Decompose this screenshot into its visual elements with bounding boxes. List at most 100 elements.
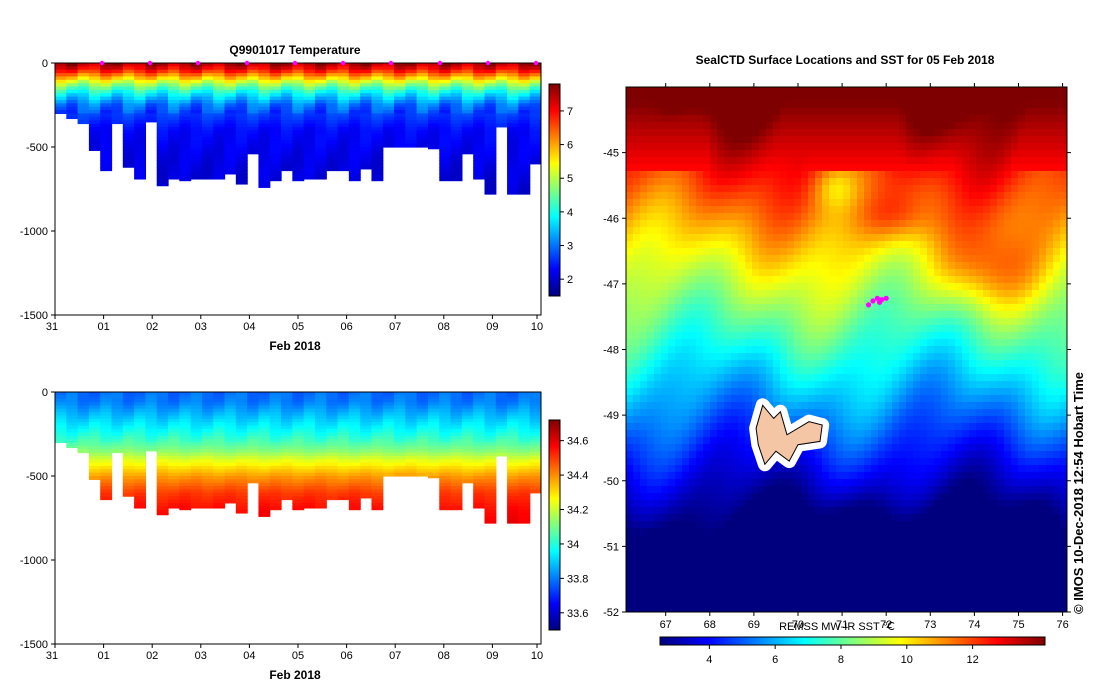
sst-cell	[962, 199, 970, 207]
section-cell	[235, 147, 248, 151]
section-cell	[156, 435, 169, 440]
sst-cell	[703, 332, 711, 340]
section-cell	[292, 133, 305, 138]
section-cell	[371, 136, 384, 141]
section-cell	[77, 418, 90, 423]
sst-cell	[647, 192, 655, 200]
sst-cell	[647, 108, 655, 116]
sst-cell	[1025, 213, 1033, 221]
section-cell	[382, 63, 395, 67]
sst-cell	[829, 101, 837, 109]
section-cell	[281, 157, 293, 162]
section-cell	[314, 499, 327, 504]
section-cell	[156, 150, 169, 155]
section-cell	[518, 136, 531, 141]
section-cell	[168, 167, 180, 172]
sst-cell	[773, 94, 781, 102]
sst-cell	[927, 332, 935, 340]
section-cell	[405, 432, 418, 437]
section-cell	[371, 123, 384, 128]
section-cell	[303, 439, 316, 443]
sst-cell	[794, 297, 802, 305]
sst-cell	[773, 122, 781, 130]
section-cell	[427, 83, 440, 88]
sst-cell	[787, 297, 795, 305]
sst-cell	[1004, 157, 1012, 165]
section-cell	[507, 425, 519, 430]
sst-cell	[885, 283, 893, 291]
section-cell	[179, 157, 192, 162]
sst-cell	[1004, 269, 1012, 277]
sst-cell	[941, 101, 949, 109]
section-cell	[371, 412, 384, 417]
sst-cell	[878, 325, 886, 333]
sst-cell	[654, 248, 662, 256]
sst-cell	[780, 311, 788, 319]
sst-cell	[1004, 290, 1012, 298]
section-cell	[122, 455, 135, 460]
section-cell	[337, 147, 350, 151]
sst-cell	[640, 311, 648, 319]
section-cell	[371, 489, 384, 494]
section-cell	[382, 66, 395, 71]
section-cell	[348, 133, 361, 138]
section-cell	[292, 160, 305, 165]
section-cell	[529, 83, 541, 88]
section-cell	[111, 415, 124, 420]
section-cell	[337, 428, 350, 433]
sst-cell	[913, 255, 921, 263]
section-cell	[314, 113, 327, 118]
sst-cell	[843, 157, 851, 165]
section-cell	[348, 66, 361, 71]
sst-cell	[913, 332, 921, 340]
sst-cell	[759, 255, 767, 263]
section-cell	[337, 395, 350, 400]
sst-cell	[689, 150, 697, 158]
sst-cell	[829, 94, 837, 102]
salinity-colorbar	[548, 419, 561, 631]
section-cell	[100, 140, 113, 145]
section-cell	[55, 73, 67, 78]
section-cell	[416, 93, 429, 98]
sst-cell	[703, 122, 711, 130]
sst-cell	[731, 318, 739, 326]
section-cell	[122, 479, 135, 484]
section-cell	[66, 89, 79, 94]
sst-cell	[633, 241, 641, 249]
section-cell	[518, 465, 531, 470]
sst-cell	[892, 255, 900, 263]
section-cell	[201, 116, 214, 121]
section-cell	[213, 405, 226, 410]
section-cell	[156, 180, 169, 185]
section-cell	[360, 425, 373, 430]
sst-cell	[780, 129, 788, 137]
sst-cell	[815, 290, 823, 298]
section-cell	[168, 482, 180, 487]
section-cell	[100, 150, 113, 155]
section-cell	[348, 489, 361, 494]
sst-cell	[773, 227, 781, 235]
sst-cell	[717, 304, 725, 312]
section-cell	[348, 392, 361, 396]
sst-cell	[633, 318, 641, 326]
section-cell	[111, 113, 124, 118]
section-cell	[439, 499, 452, 504]
sst-cell	[927, 227, 935, 235]
sst-cell	[801, 87, 809, 95]
section-cell	[371, 133, 384, 138]
section-cell	[360, 408, 373, 413]
sst-cell	[794, 122, 802, 130]
section-cell	[269, 93, 282, 98]
sst-cell	[773, 262, 781, 270]
sst-cell	[717, 276, 725, 284]
section-cell	[439, 93, 452, 98]
section-cell	[450, 395, 463, 400]
section-cell	[258, 405, 271, 410]
section-cell	[405, 103, 418, 108]
section-cell	[507, 66, 519, 71]
sst-cell	[941, 192, 949, 200]
section-cell	[484, 422, 497, 427]
section-cell	[213, 402, 226, 407]
section-cell	[427, 422, 440, 427]
sst-cell	[1018, 87, 1026, 95]
